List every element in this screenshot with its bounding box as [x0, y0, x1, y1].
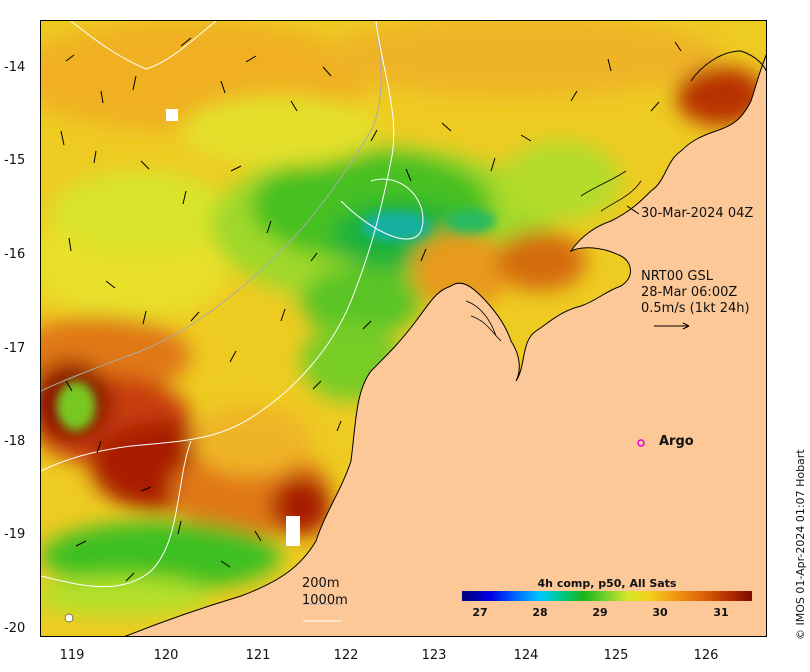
land — [64, 50, 766, 636]
date-label: 30-Mar-2024 04Z — [641, 206, 754, 221]
y-tick-label: -20 — [4, 621, 26, 636]
sst-map — [40, 20, 767, 637]
y-tick-label: -14 — [4, 60, 26, 75]
current-vectors — [60, 37, 682, 582]
x-tick-label: 119 — [59, 648, 85, 663]
colorbar — [462, 591, 752, 601]
y-tick-label: -15 — [4, 153, 26, 168]
credit-label: © IMOS 01-Apr-2024 01:07 Hobart — [794, 449, 807, 640]
current-scale-label: 0.5m/s (1kt 24h) — [641, 301, 750, 316]
contour-200-label: 200m — [302, 576, 340, 591]
sst-map-canvas — [41, 21, 766, 636]
y-tick-label: -18 — [4, 434, 26, 449]
x-tick-label: 125 — [603, 648, 629, 663]
colorbar-tick-label: 31 — [713, 606, 729, 619]
argo-label: Argo — [659, 434, 694, 449]
x-tick-label: 121 — [245, 648, 271, 663]
contour-1000-label: 1000m — [302, 593, 348, 608]
x-tick-label: 124 — [513, 648, 539, 663]
current-time-label: 28-Mar 06:00Z — [641, 285, 738, 300]
x-tick-label: 122 — [333, 648, 359, 663]
y-tick-label: -19 — [4, 527, 26, 542]
y-tick-label: -17 — [4, 341, 26, 356]
x-tick-label: 120 — [153, 648, 179, 663]
colorbar-tick-label: 30 — [652, 606, 668, 619]
colorbar-tick-label: 28 — [532, 606, 548, 619]
colorbar-tick-label: 29 — [592, 606, 608, 619]
x-tick-label: 123 — [421, 648, 447, 663]
argo-marker — [637, 439, 645, 447]
date-pointer-line — [626, 205, 640, 215]
x-tick-label: 126 — [693, 648, 719, 663]
y-tick-label: -16 — [4, 247, 26, 262]
bathymetry-contours — [41, 21, 424, 588]
current-source-label: NRT00 GSL — [641, 269, 713, 284]
scale-arrow — [654, 322, 690, 330]
colorbar-title: 4h comp, p50, All Sats — [537, 577, 677, 590]
colorbar-tick-label: 27 — [472, 606, 488, 619]
